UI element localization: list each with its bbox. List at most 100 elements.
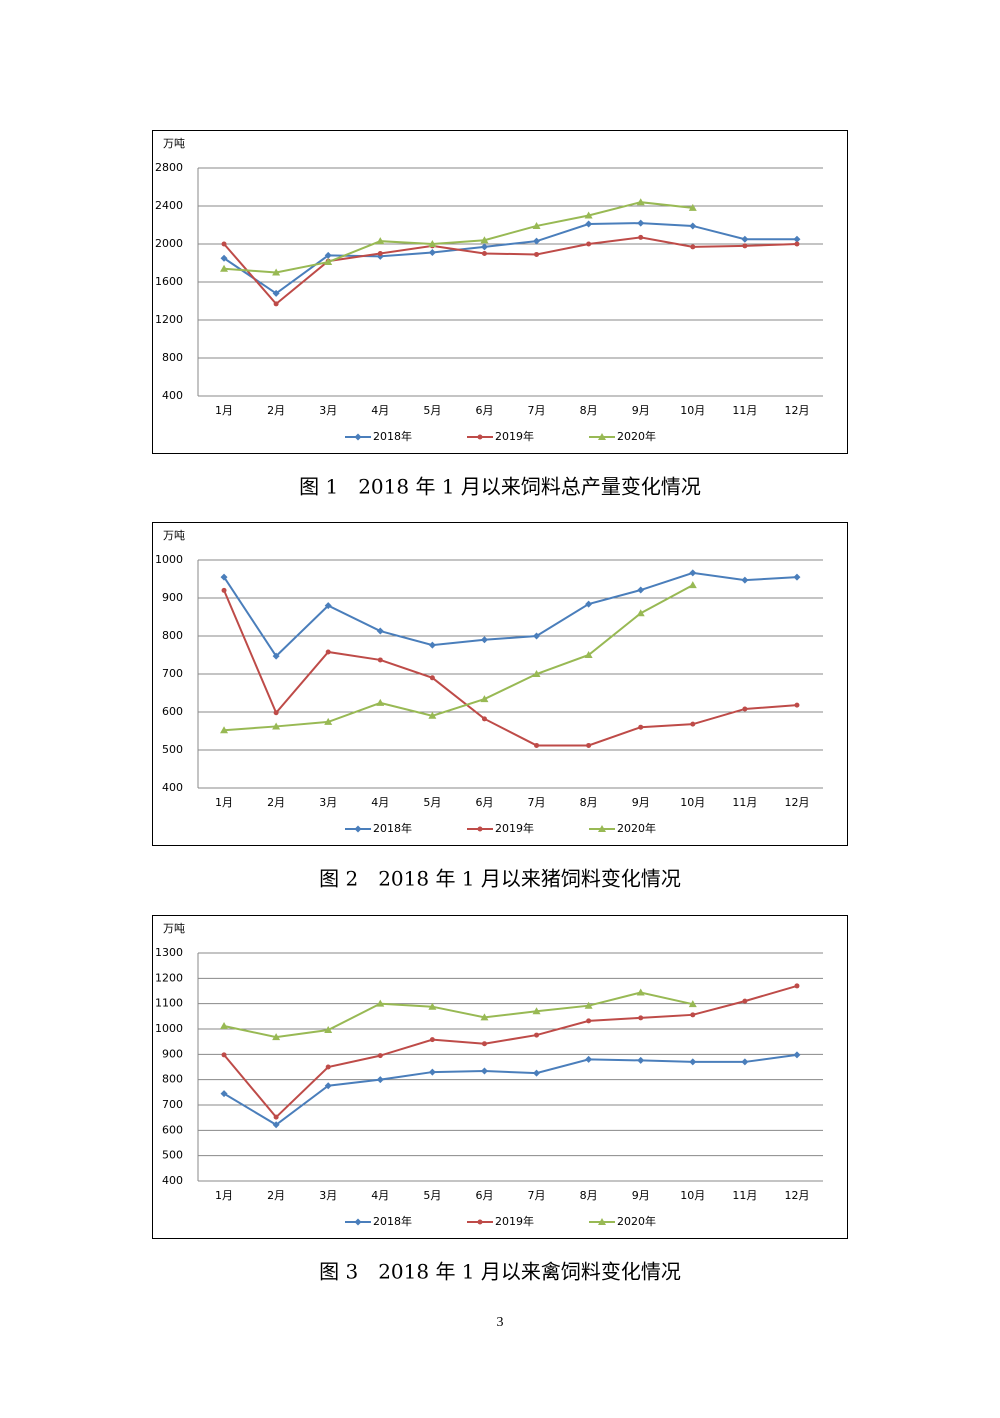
x-tick-label: 4月 bbox=[371, 1189, 389, 1202]
y-tick-label: 700 bbox=[162, 1098, 183, 1111]
y-tick-label: 800 bbox=[162, 351, 183, 364]
series-line bbox=[223, 1053, 798, 1126]
series-line bbox=[223, 571, 798, 658]
marker bbox=[532, 670, 541, 677]
y-tick-label: 1100 bbox=[155, 997, 183, 1010]
marker bbox=[533, 237, 541, 245]
marker bbox=[794, 241, 800, 247]
marker bbox=[584, 1001, 593, 1009]
marker bbox=[584, 651, 593, 658]
marker bbox=[221, 1052, 227, 1058]
marker bbox=[220, 254, 228, 262]
chart-frame bbox=[152, 915, 848, 1239]
marker bbox=[794, 702, 800, 708]
marker bbox=[376, 237, 385, 245]
marker bbox=[477, 1219, 483, 1225]
marker bbox=[598, 825, 606, 832]
x-tick-label: 10月 bbox=[680, 404, 705, 417]
marker bbox=[325, 649, 331, 655]
marker bbox=[429, 1037, 435, 1043]
marker bbox=[741, 235, 749, 243]
marker bbox=[636, 609, 645, 617]
legend-label: 2019年 bbox=[495, 821, 534, 835]
marker bbox=[221, 587, 227, 593]
x-tick-label: 10月 bbox=[680, 1189, 705, 1202]
y-axis-label: 万吨 bbox=[163, 137, 185, 150]
marker bbox=[376, 627, 384, 635]
marker bbox=[272, 652, 280, 660]
marker bbox=[324, 717, 333, 725]
marker bbox=[273, 301, 279, 307]
legend-label: 2018年 bbox=[373, 429, 412, 443]
x-tick-label: 2月 bbox=[267, 404, 285, 417]
marker bbox=[586, 241, 592, 247]
x-tick-label: 8月 bbox=[580, 1189, 598, 1202]
y-tick-label: 900 bbox=[162, 1047, 183, 1060]
y-tick-label: 800 bbox=[162, 629, 183, 642]
marker bbox=[690, 721, 696, 727]
marker bbox=[585, 220, 593, 228]
x-tick-label: 12月 bbox=[784, 796, 809, 809]
x-tick-label: 8月 bbox=[580, 796, 598, 809]
marker bbox=[532, 1007, 541, 1015]
y-tick-label: 2000 bbox=[155, 237, 183, 250]
marker bbox=[586, 742, 592, 748]
marker bbox=[689, 222, 697, 230]
marker bbox=[638, 234, 644, 240]
series-line bbox=[223, 222, 797, 295]
y-axis-label: 万吨 bbox=[163, 922, 185, 935]
y-tick-label: 900 bbox=[162, 591, 183, 604]
y-axis-label: 万吨 bbox=[163, 529, 185, 542]
marker bbox=[428, 1068, 436, 1076]
marker bbox=[534, 251, 540, 257]
marker bbox=[272, 268, 281, 276]
marker bbox=[688, 581, 697, 589]
marker bbox=[377, 251, 383, 256]
marker bbox=[636, 198, 645, 206]
series-line bbox=[223, 201, 693, 274]
marker bbox=[376, 999, 385, 1007]
marker bbox=[481, 716, 487, 722]
marker bbox=[637, 219, 645, 227]
x-tick-label: 5月 bbox=[423, 1189, 441, 1202]
marker bbox=[793, 573, 801, 581]
y-tick-label: 2400 bbox=[155, 199, 183, 212]
marker bbox=[742, 706, 748, 712]
x-tick-label: 1月 bbox=[215, 404, 233, 417]
marker bbox=[272, 1121, 280, 1129]
marker bbox=[689, 1058, 697, 1066]
marker bbox=[637, 1056, 645, 1064]
marker bbox=[273, 710, 279, 716]
marker bbox=[533, 632, 541, 640]
y-tick-label: 500 bbox=[162, 1149, 183, 1162]
marker bbox=[742, 998, 748, 1004]
marker bbox=[688, 203, 697, 211]
marker bbox=[428, 641, 436, 649]
marker bbox=[428, 711, 437, 719]
marker bbox=[480, 236, 489, 244]
x-tick-label: 3月 bbox=[319, 1189, 337, 1202]
marker bbox=[481, 1041, 487, 1047]
marker bbox=[324, 602, 332, 610]
marker bbox=[220, 726, 229, 734]
y-tick-label: 2800 bbox=[155, 161, 183, 174]
x-tick-label: 11月 bbox=[732, 1189, 757, 1202]
y-tick-label: 1000 bbox=[155, 553, 183, 566]
x-tick-label: 9月 bbox=[632, 796, 650, 809]
x-tick-label: 12月 bbox=[784, 404, 809, 417]
marker bbox=[690, 1012, 696, 1018]
x-tick-label: 6月 bbox=[475, 404, 493, 417]
x-tick-label: 10月 bbox=[680, 796, 705, 809]
marker bbox=[793, 235, 801, 243]
x-tick-label: 12月 bbox=[784, 1189, 809, 1202]
marker bbox=[354, 825, 362, 833]
x-tick-label: 7月 bbox=[528, 796, 546, 809]
y-tick-label: 400 bbox=[162, 1174, 183, 1187]
x-tick-label: 5月 bbox=[423, 796, 441, 809]
marker bbox=[480, 1013, 489, 1021]
marker bbox=[689, 569, 697, 577]
marker bbox=[741, 576, 749, 584]
y-tick-label: 1600 bbox=[155, 275, 183, 288]
